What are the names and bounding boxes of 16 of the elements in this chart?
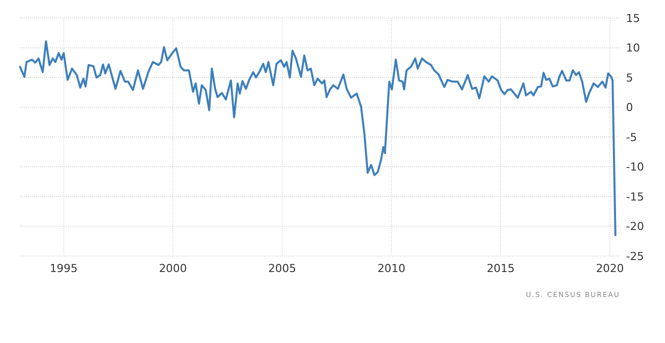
x-tick-label: 2005: [268, 262, 296, 275]
x-tick-label: 2020: [596, 262, 624, 275]
y-tick-label: 15: [626, 12, 640, 25]
y-tick-label: 0: [626, 101, 633, 114]
x-tick-label: 1995: [50, 262, 78, 275]
x-tick-label: 2010: [377, 262, 406, 275]
x-tick-label: 2015: [486, 262, 515, 275]
y-tick-label: 5: [626, 71, 633, 84]
y-tick-label: -15: [626, 190, 644, 204]
y-tick-label: -10: [626, 160, 644, 174]
y-tick-label: 10: [626, 42, 640, 55]
y-tick-label: -20: [626, 220, 644, 234]
line-series: [19, 40, 616, 236]
y-tick-label: -5: [626, 130, 637, 144]
x-tick-label: 2000: [158, 262, 187, 275]
y-tick-label: -25: [626, 250, 644, 263]
